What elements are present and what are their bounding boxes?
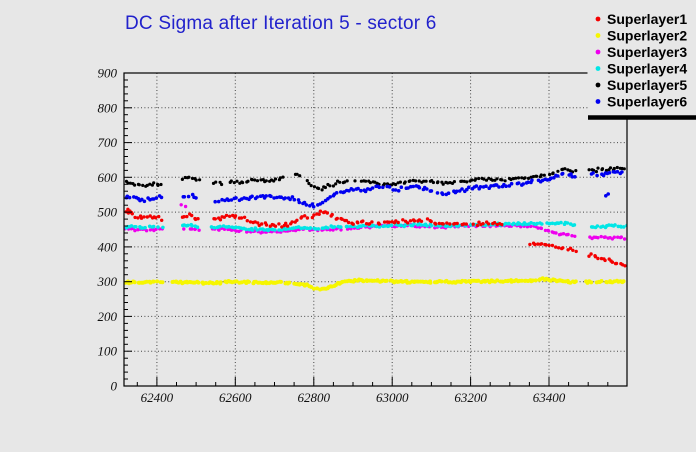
series-superlayer5 <box>124 165 626 192</box>
legend-item-label: Superlayer3 <box>607 44 687 60</box>
x-tick-label: 63400 <box>533 390 566 405</box>
legend-box <box>587 0 696 118</box>
x-tick-label: 63200 <box>454 390 487 405</box>
y-tick-label: 600 <box>98 170 118 185</box>
axes: 62400 62600 62800 63000 63200 63400 0 100 200 300… <box>97 66 609 405</box>
legend-item-label: Superlayer1 <box>607 11 687 27</box>
x-tick-label: 62600 <box>219 390 252 405</box>
legend-marker-icon <box>595 66 601 71</box>
legend-item-superlayer1: Superlayer1 <box>595 11 687 27</box>
y-tick-label: 0 <box>111 379 118 394</box>
legend-item-label: Superlayer2 <box>607 28 687 44</box>
y-tick-label: 300 <box>97 274 118 289</box>
legend-marker-icon <box>595 99 601 104</box>
legend-item-superlayer6: Superlayer6 <box>595 94 687 110</box>
legend-marker-icon <box>595 49 601 55</box>
scatter-points <box>124 165 627 292</box>
y-tick-label: 400 <box>98 239 118 254</box>
legend-item-superlayer5: Superlayer5 <box>595 77 687 93</box>
legend-item-label: Superlayer6 <box>607 94 687 110</box>
series-superlayer6 <box>124 169 624 209</box>
series-superlayer2 <box>124 276 626 292</box>
plot-frame <box>123 72 628 387</box>
legend: Superlayer1Superlayer2Superlayer3Superla… <box>587 0 696 120</box>
x-tick-label: 62800 <box>298 390 331 405</box>
legend-item-label: Superlayer5 <box>607 77 687 93</box>
legend-marker-icon <box>595 82 601 88</box>
legend-marker-icon <box>595 16 601 22</box>
legend-marker-icon <box>595 33 601 38</box>
legend-item-superlayer2: Superlayer2 <box>595 28 687 44</box>
legend-item-label: Superlayer4 <box>607 61 687 77</box>
y-tick-label: 500 <box>98 205 118 220</box>
x-tick-label: 63000 <box>376 390 409 405</box>
series-superlayer1 <box>124 207 627 268</box>
x-tick-label: 62400 <box>141 390 174 405</box>
y-tick-label: 100 <box>98 344 118 359</box>
chart-title: DC Sigma after Iteration 5 - sector 6 <box>125 13 437 34</box>
legend-item-superlayer4: Superlayer4 <box>595 61 687 77</box>
y-tick-label: 800 <box>98 100 118 115</box>
y-tick-label: 700 <box>98 135 118 150</box>
legend-item-superlayer3: Superlayer3 <box>595 44 687 60</box>
y-tick-label: 200 <box>98 309 118 324</box>
series-superlayer3 <box>124 203 627 241</box>
y-tick-label: 900 <box>98 66 118 81</box>
